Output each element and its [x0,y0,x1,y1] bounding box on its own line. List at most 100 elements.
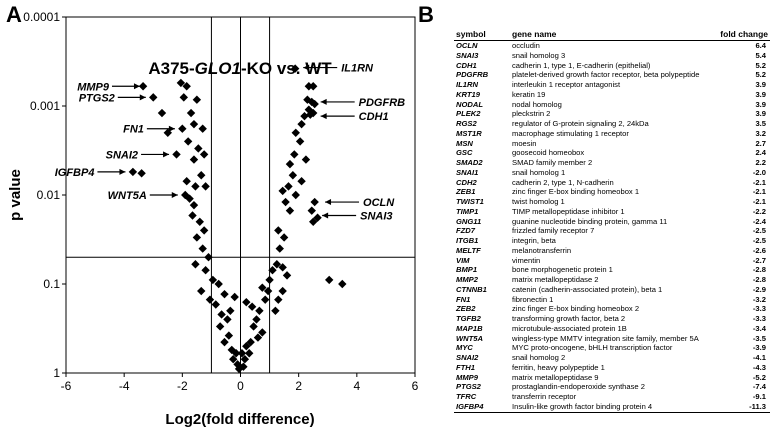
gene-symbol: GSC [456,148,473,158]
fold-change: 3.9 [755,99,766,109]
data-point [255,306,264,315]
gene-name: ferritin, heavy polypeptide 1 [512,362,605,372]
data-point [338,279,347,289]
data-point [192,233,202,242]
gene-name: matrix metallopeptidase 9 [512,372,599,382]
fold-change: -3.2 [752,294,766,304]
chart-title-prefix: A375- [148,59,194,78]
data-point [201,182,210,191]
data-point [138,82,148,91]
gene-symbol: MAP1B [456,323,483,333]
gene-name: interleukin 1 receptor antagonist [512,80,621,89]
gene-name: vimentin [512,255,541,265]
data-point [183,137,193,146]
fold-change: 2.7 [755,138,766,148]
gene-name: twist homolog 1 [512,197,565,206]
data-point [290,64,300,73]
data-point [237,349,247,358]
data-point [313,213,322,222]
fold-change: -4.1 [752,353,766,362]
data-point [246,337,255,347]
data-point [310,99,319,109]
gene-name: microtubule-associated protein 1B [512,323,627,333]
fold-change: -2.5 [752,236,766,245]
data-point [285,159,295,169]
table-row: OCLN occludin 6.4 [454,41,770,51]
table-row: FN1 fibronectin 1 -3.2 [454,295,770,305]
data-point [128,167,138,177]
table-row: PLEK2 pleckstrin 2 3.9 [454,109,770,119]
fold-change: -2.5 [752,226,766,236]
table-row: GNG11 guanine nucleotide binding protein,… [454,217,770,227]
gene-name: platelet-derived growth factor receptor,… [512,70,700,80]
gene-symbol: IL1RN [456,80,478,89]
gene-name: regulator of G-protein signaling 2, 24kD… [512,119,649,128]
table-row: GSC goosecoid homeobox 2.4 [454,148,770,158]
gene-name: melanotransferrin [512,245,572,255]
fold-change: -5.2 [752,372,766,382]
gene-symbol: ITGB1 [456,236,479,245]
data-point [263,286,273,296]
data-point [220,289,229,299]
y-tick-label: 0.0001 [23,10,60,24]
annotation-arrowhead [322,212,329,219]
data-point [231,349,241,358]
x-tick-label: 2 [295,379,302,393]
data-point [205,295,215,304]
table-row: PTGS2 prostaglandin-endoperoxide synthase… [454,382,770,392]
data-point [278,286,287,296]
annotation-arrowhead [139,94,146,101]
gene-symbol: CDH2 [456,177,477,187]
gene-name: nodal homolog [512,99,562,109]
fold-change: 3.2 [755,128,766,138]
data-point [300,111,309,121]
table-row: PDGFRB platelet-derived growth factor rec… [454,70,770,80]
data-point [253,333,263,342]
gene-name: frizzled family receptor 7 [512,226,595,236]
chart-title: A375-GLO1-KO vs. WT [148,59,332,78]
data-point [271,306,280,315]
gene-name: occludin [512,41,540,50]
gene-name: macrophage stimulating 1 receptor [512,128,629,138]
annotation-arrowhead [163,151,170,158]
table-row: IGFBP4 Insulin-like growth factor binding… [454,402,770,412]
data-point [265,275,274,285]
fold-change: -2.6 [752,245,766,255]
gene-symbol: PLEK2 [456,109,481,119]
data-point [204,253,213,262]
gene-symbol: FTH1 [456,362,475,372]
data-point [291,128,300,137]
data-point [223,315,232,324]
fold-change: -2.8 [752,275,766,284]
data-point [240,355,250,364]
data-point [279,233,289,242]
data-point [181,190,190,200]
gene-symbol: PDGFRB [456,70,489,80]
table-row: TWIST1 twist homolog 1 -2.1 [454,197,770,207]
data-point [275,244,284,253]
data-point [304,82,314,91]
table-row: SNAI1 snail homolog 1 -2.0 [454,168,770,178]
table-row: CTNNB1 catenin (cadherin-associated prote… [454,285,770,295]
data-point [178,124,187,133]
data-point [197,286,206,296]
gene-name: keratin 19 [512,89,546,99]
data-point [258,328,267,337]
fold-change: 5.4 [755,50,766,60]
gene-name: snail homolog 3 [512,50,566,60]
data-point [242,297,251,307]
gene-symbol: PTGS2 [456,382,481,392]
data-point [306,110,315,119]
fold-change: 3.9 [755,109,766,119]
data-point [245,349,254,358]
fold-change: -4.3 [752,362,766,372]
data-point [230,292,239,302]
data-point [182,82,191,91]
fold-change: -2.9 [752,284,766,294]
annotation-arrowhead [303,64,310,71]
fold-change: -2.1 [752,197,766,206]
data-point [229,355,238,364]
gene-symbol: IGFBP4 [456,401,484,411]
data-point [278,263,287,272]
fold-change: 3.9 [755,89,766,99]
